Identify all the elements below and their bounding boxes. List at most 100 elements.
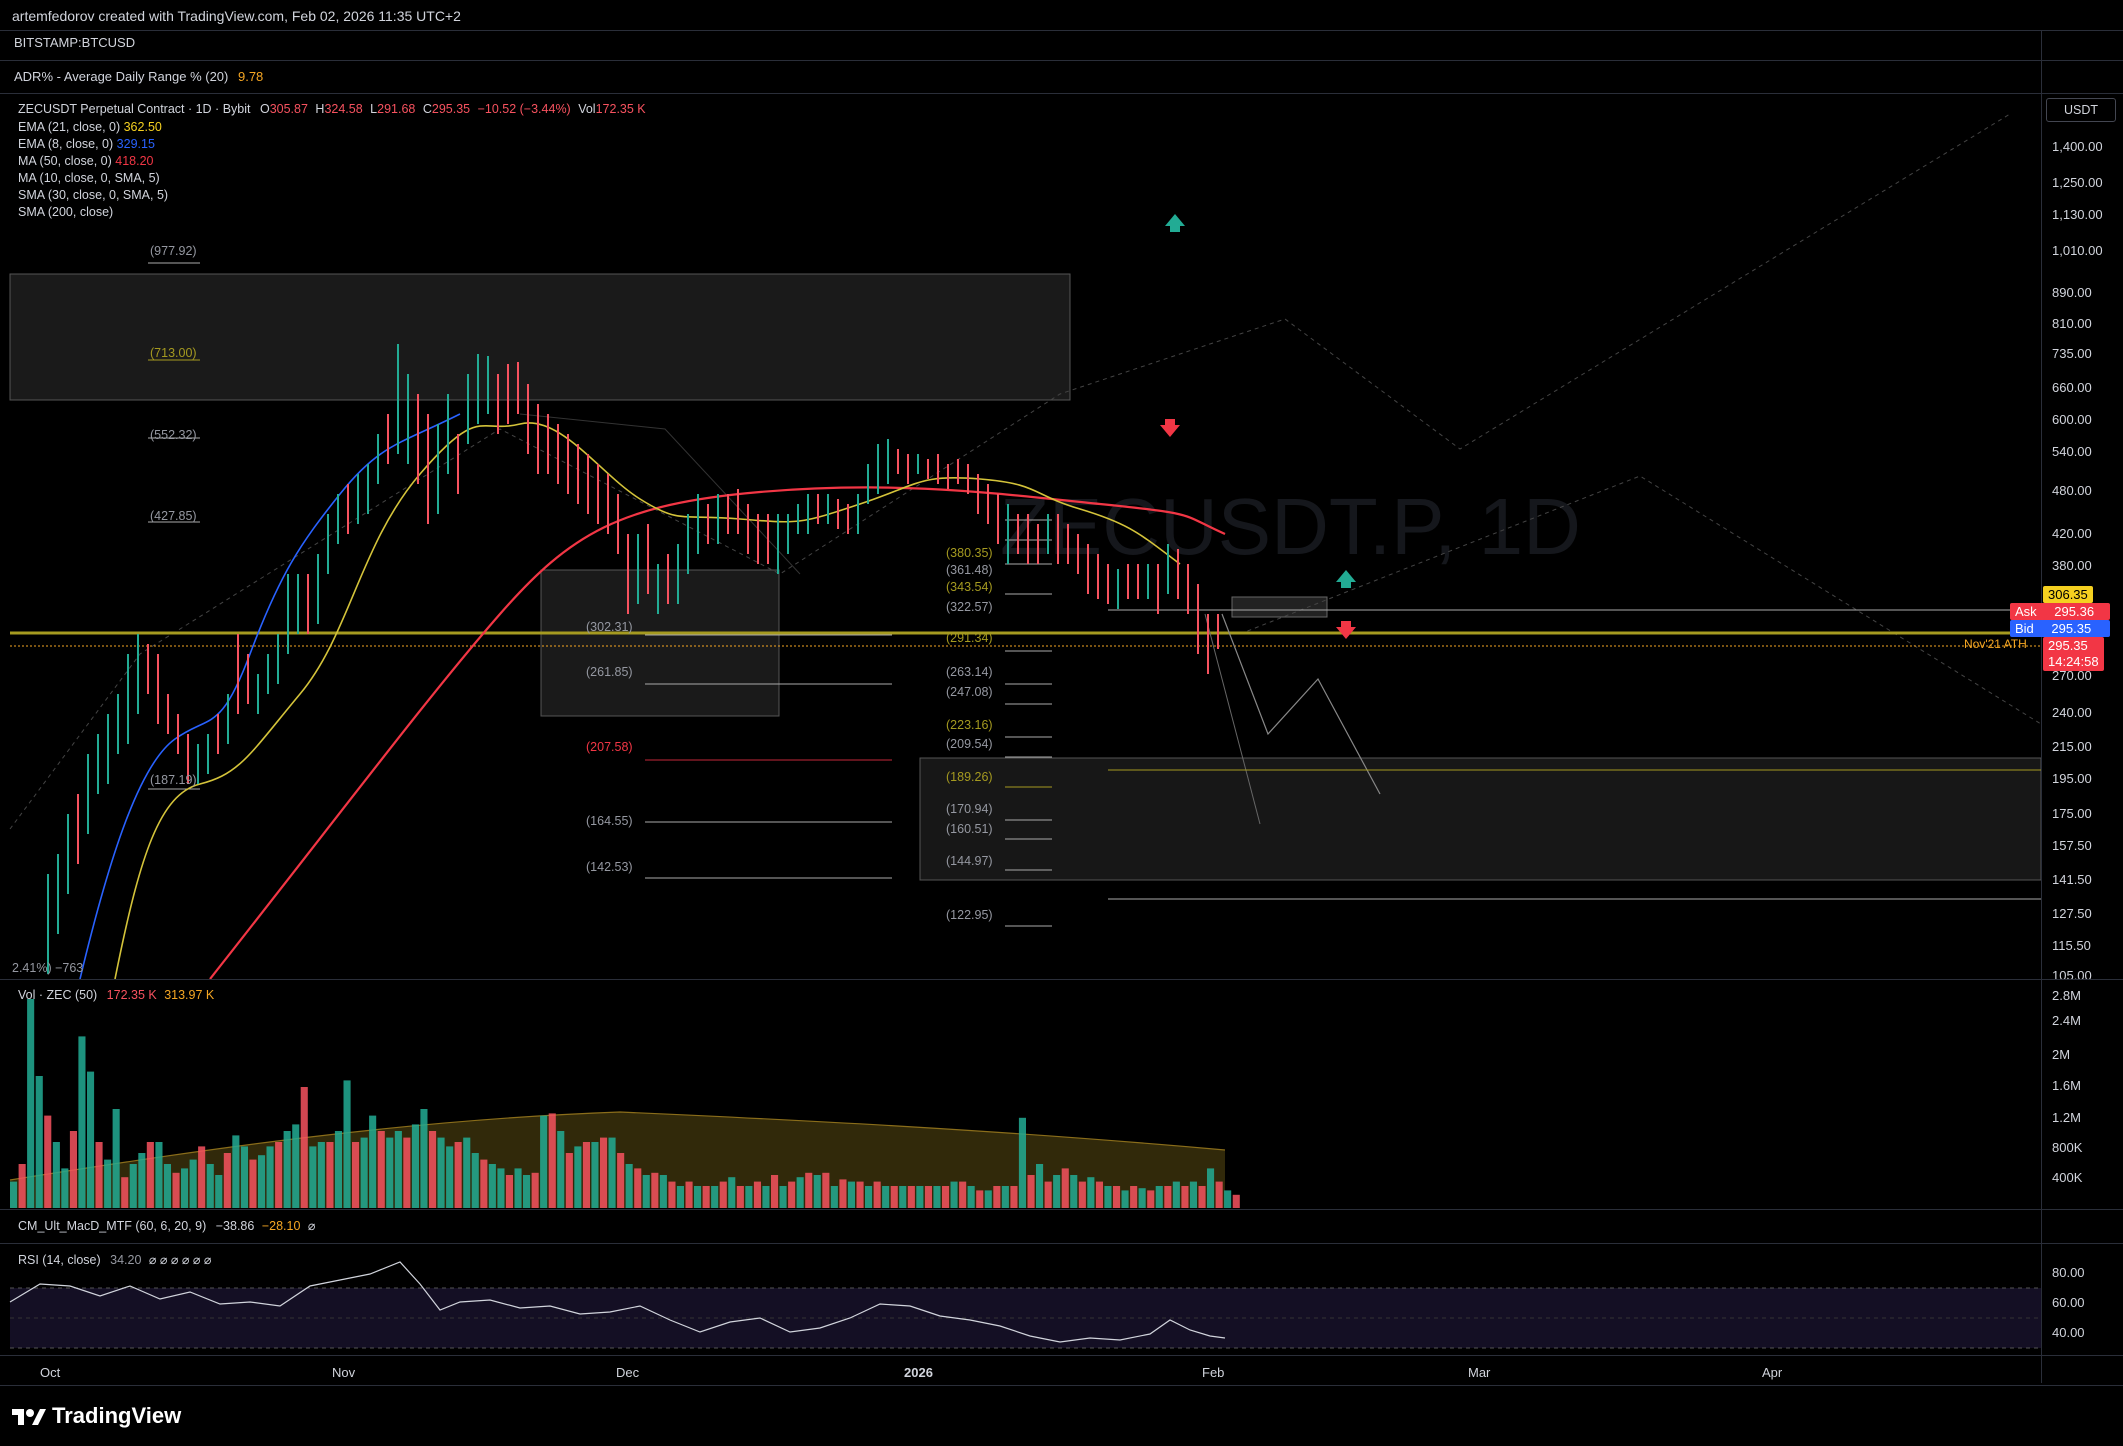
volume-bar bbox=[10, 1181, 18, 1208]
volume-bar bbox=[805, 1172, 813, 1208]
volume-tick: 1.6M bbox=[2052, 1078, 2081, 1093]
volume-bar bbox=[198, 1146, 206, 1208]
volume-bar bbox=[1027, 1175, 1035, 1208]
rsi-chart[interactable] bbox=[0, 1244, 2041, 1352]
volume-bar bbox=[78, 1036, 86, 1208]
divider bbox=[0, 30, 2123, 31]
demand-zone[interactable] bbox=[540, 569, 780, 717]
indicator-ema8[interactable]: EMA (8, close, 0) 329.15 bbox=[18, 137, 155, 151]
fib-label: (189.26) bbox=[946, 770, 993, 784]
ema21-line[interactable] bbox=[114, 422, 1181, 979]
indicator-ma50[interactable]: MA (50, close, 0) 418.20 bbox=[18, 154, 154, 168]
volume-bar bbox=[523, 1175, 531, 1208]
ema8-line[interactable] bbox=[79, 413, 461, 979]
volume-bar bbox=[1147, 1190, 1155, 1208]
volume-bar bbox=[386, 1137, 394, 1208]
price-tick: 127.50 bbox=[2052, 906, 2092, 921]
volume-bar bbox=[189, 1159, 197, 1208]
rsi-legend[interactable]: RSI (14, close) 34.20 ⌀ ⌀ ⌀ ⌀ ⌀ ⌀ bbox=[18, 1253, 212, 1267]
volume-bar bbox=[796, 1177, 804, 1208]
macd-legend[interactable]: CM_Ult_MacD_MTF (60, 6, 20, 9) −38.86 −2… bbox=[18, 1219, 316, 1233]
price-tick: 540.00 bbox=[2052, 444, 2092, 459]
volume-bar bbox=[890, 1186, 898, 1208]
volume-bar bbox=[1078, 1181, 1086, 1208]
indicator-ema21[interactable]: EMA (21, close, 0) 362.50 bbox=[18, 120, 162, 134]
fib-label: (380.35) bbox=[946, 546, 993, 560]
volume-bar bbox=[1001, 1186, 1009, 1208]
volume-bar bbox=[933, 1186, 941, 1208]
volume-bar bbox=[1095, 1181, 1103, 1208]
volume-bar bbox=[1215, 1181, 1223, 1208]
volume-bar bbox=[206, 1164, 214, 1208]
tradingview-icon bbox=[12, 1409, 46, 1425]
volume-bar bbox=[565, 1153, 573, 1208]
volume-legend[interactable]: Vol · ZEC (50) 172.35 K 313.97 K bbox=[18, 988, 215, 1002]
volume-bar bbox=[61, 1168, 69, 1208]
price-tick: 240.00 bbox=[2052, 705, 2092, 720]
currency-button[interactable]: USDT bbox=[2046, 98, 2116, 122]
volume-bar bbox=[1070, 1175, 1078, 1208]
volume-bar bbox=[839, 1179, 847, 1208]
volume-bar bbox=[454, 1142, 462, 1208]
supply-zone[interactable] bbox=[9, 273, 1071, 401]
volume-bar bbox=[129, 1164, 137, 1208]
fib-label: (552.32) bbox=[150, 428, 197, 442]
volume-bar bbox=[668, 1181, 676, 1208]
tradingview-logo[interactable]: TradingView bbox=[12, 1403, 181, 1429]
volume-bar bbox=[69, 1131, 77, 1208]
ohlc-legend[interactable]: ZECUSDT Perpetual Contract · 1D · Bybit … bbox=[18, 102, 646, 116]
volume-bar bbox=[463, 1137, 471, 1208]
volume-bar bbox=[1181, 1186, 1189, 1208]
price-tick: 600.00 bbox=[2052, 412, 2092, 427]
volume-bar bbox=[959, 1181, 967, 1208]
indicator-list: EMA (21, close, 0) 362.50 EMA (8, close,… bbox=[18, 119, 168, 221]
indicator-ma10[interactable]: MA (10, close, 0, SMA, 5) bbox=[18, 171, 160, 185]
volume-bar bbox=[1010, 1186, 1018, 1208]
price-tick: 175.00 bbox=[2052, 806, 2092, 821]
last-price-badge: 295.35 14:24:58 bbox=[2043, 637, 2104, 671]
volume-bar bbox=[95, 1142, 103, 1208]
volume-bar bbox=[771, 1175, 779, 1208]
price-tick: 105.00 bbox=[2052, 968, 2092, 983]
credit-text: artemfedorov created with TradingView.co… bbox=[12, 8, 461, 24]
volume-bar bbox=[694, 1186, 702, 1208]
volume-bar bbox=[873, 1181, 881, 1208]
rsi-tick: 80.00 bbox=[2052, 1265, 2085, 1280]
legend-title: ZECUSDT Perpetual Contract · 1D · Bybit bbox=[18, 102, 251, 116]
volume-bar bbox=[1087, 1177, 1095, 1208]
ma50-line[interactable] bbox=[209, 486, 1226, 979]
volume-bar bbox=[1224, 1190, 1232, 1208]
volume-bar bbox=[138, 1153, 146, 1208]
symbol-label[interactable]: BITSTAMP:BTCUSD bbox=[14, 35, 136, 50]
entry-box[interactable] bbox=[1231, 596, 1328, 618]
time-tick: Feb bbox=[1202, 1365, 1225, 1380]
volume-bar bbox=[27, 999, 35, 1208]
volume-bar bbox=[582, 1142, 590, 1208]
adr-indicator[interactable]: ADR% - Average Daily Range % (20) 9.78 bbox=[14, 69, 263, 84]
volume-bar bbox=[360, 1137, 368, 1208]
divider bbox=[0, 1355, 2123, 1356]
time-tick: 2026 bbox=[904, 1365, 933, 1380]
time-tick: Apr bbox=[1762, 1365, 1783, 1380]
volume-bar bbox=[52, 1142, 60, 1208]
volume-bar bbox=[548, 1113, 556, 1208]
volume-bar bbox=[240, 1146, 248, 1208]
divider bbox=[0, 1209, 2123, 1210]
price-tick: 810.00 bbox=[2052, 316, 2092, 331]
volume-bar bbox=[223, 1153, 231, 1208]
target-zone[interactable] bbox=[919, 757, 2041, 881]
indicator-sma30[interactable]: SMA (30, close, 0, SMA, 5) bbox=[18, 188, 169, 202]
volume-bar bbox=[557, 1131, 565, 1208]
volume-chart[interactable] bbox=[0, 980, 2041, 1208]
volume-bar bbox=[625, 1164, 633, 1208]
fib-label: (361.48) bbox=[946, 563, 993, 577]
volume-bar bbox=[352, 1142, 360, 1208]
indicator-sma200[interactable]: SMA (200, close) bbox=[18, 205, 114, 219]
volume-bar bbox=[736, 1186, 744, 1208]
fib-label: (713.00) bbox=[150, 346, 197, 360]
volume-bar bbox=[232, 1135, 240, 1208]
price-tick: 215.00 bbox=[2052, 739, 2092, 754]
price-chart[interactable]: ZECUSDT.P, 1D bbox=[0, 94, 2041, 979]
volume-bar bbox=[976, 1190, 984, 1208]
volume-bar bbox=[1104, 1186, 1112, 1208]
